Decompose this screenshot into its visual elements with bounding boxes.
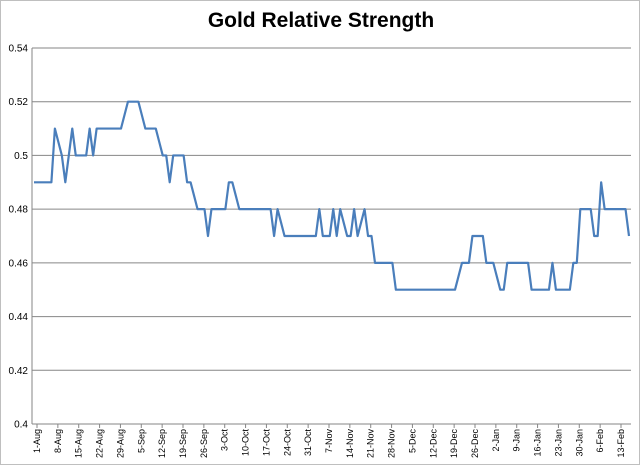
series-group (34, 100, 631, 291)
y-tick-label: 0.52 (9, 97, 29, 108)
y-tick-label: 0.46 (9, 258, 29, 269)
x-tick-label: 19-Sep (178, 429, 188, 458)
y-tick-label: 0.48 (9, 205, 29, 216)
x-tick-label: 14-Nov (345, 429, 355, 459)
x-tick-label: 2-Jan (491, 429, 501, 452)
y-tick-label: 0.4 (14, 420, 28, 431)
x-tick-label: 15-Aug (74, 429, 84, 458)
y-tick-label: 0.42 (9, 366, 29, 377)
y-tick-label: 0.54 (9, 44, 29, 55)
x-tick-label: 5-Sep (136, 429, 146, 453)
x-tick-label: 7-Nov (324, 429, 334, 454)
y-tick-label: 0.44 (9, 312, 29, 323)
x-tick-label: 9-Jan (512, 429, 522, 452)
x-tick-label: 6-Feb (595, 429, 605, 453)
x-tick-label: 21-Nov (366, 429, 376, 459)
x-tick-label: 13-Feb (616, 429, 626, 458)
gridlines (32, 47, 631, 425)
x-tick-label: 26-Sep (199, 429, 209, 458)
x-tick-label: 26-Dec (470, 429, 480, 459)
y-tick-label: 0.5 (14, 151, 28, 162)
x-tick-label: 28-Nov (387, 429, 397, 459)
x-tick-label: 5-Dec (407, 429, 417, 454)
x-tick-label: 12-Sep (157, 429, 167, 458)
x-tick-label: 17-Oct (261, 429, 271, 457)
x-axis: 1-Aug 8-Aug 15-Aug 22-Aug 29-Aug 5-Sep 12-Sep 1… (32, 423, 631, 459)
x-tick-label: 1-Aug (32, 429, 42, 453)
x-tick-label: 22-Aug (95, 429, 105, 458)
x-tick-label: 30-Jan (574, 429, 584, 457)
x-tick-label: 16-Jan (533, 429, 543, 457)
x-tick-label: 29-Aug (115, 429, 125, 458)
x-tick-label: 10-Oct (241, 429, 251, 457)
chart-title: Gold Relative Strength (207, 9, 435, 32)
x-tick-label: 8-Aug (53, 429, 63, 453)
x-tick-label: 12-Dec (428, 429, 438, 459)
series-line (34, 100, 631, 291)
x-tick-label: 3-Oct (220, 429, 230, 452)
y-axis: 0.4 0.42 0.44 0.46 0.48 0.5 0.52 0.54 (9, 44, 33, 431)
x-tick-label: 23-Jan (553, 429, 563, 457)
x-tick-label: 24-Oct (282, 429, 292, 457)
x-tick-label: 19-Dec (449, 429, 459, 459)
x-tick-label: 31-Oct (303, 429, 313, 457)
